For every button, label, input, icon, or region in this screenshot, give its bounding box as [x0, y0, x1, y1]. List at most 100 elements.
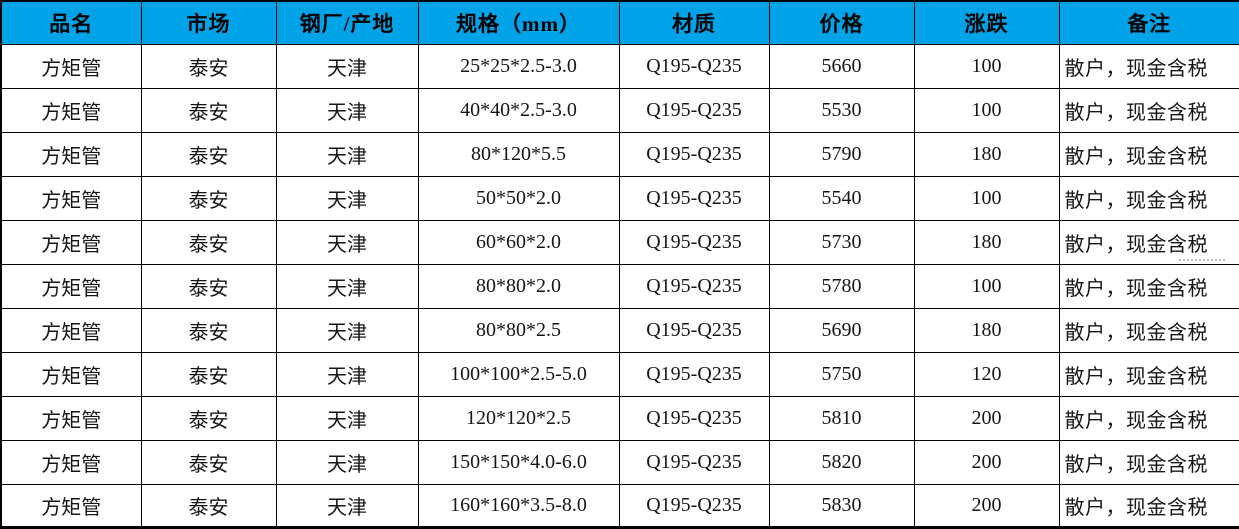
table-cell: 天津 [275, 43, 419, 89]
table-cell: 散户，现金含税 [1058, 87, 1239, 133]
table-cell: Q195-Q235 [618, 439, 770, 485]
table-row: 方矩管 泰安 天津 150*150*4.0-6.0 Q195-Q235 5820 200 散户… [0, 439, 1239, 485]
table-cell: 100 [913, 263, 1060, 309]
table-cell: Q195-Q235 [618, 43, 770, 89]
table-cell: 散户，现金含税 [1058, 131, 1239, 177]
table-cell: 散户，现金含税 [1058, 43, 1239, 89]
table-cell: 泰安 [140, 395, 277, 441]
table-cell: 方矩管 [0, 175, 142, 221]
table-cell: 200 [913, 395, 1060, 441]
table-cell: Q195-Q235 [618, 263, 770, 309]
table-cell: 泰安 [140, 439, 277, 485]
table-cell: 100*100*2.5-5.0 [417, 351, 620, 397]
column-header-2: 钢厂/产地 [275, 0, 419, 45]
table-cell: 5540 [768, 175, 915, 221]
table-cell: 方矩管 [0, 483, 142, 529]
table-cell: 方矩管 [0, 131, 142, 177]
table-cell: 散户，现金含税 [1058, 219, 1239, 265]
table-cell: 80*80*2.0 [417, 263, 620, 309]
table-cell: 散户，现金含税 [1058, 351, 1239, 397]
table-cell: 天津 [275, 351, 419, 397]
table-cell: 泰安 [140, 87, 277, 133]
table-cell: 方矩管 [0, 351, 142, 397]
table-cell: 200 [913, 439, 1060, 485]
table-cell: 泰安 [140, 219, 277, 265]
table-cell: 5730 [768, 219, 915, 265]
table-cell: 5530 [768, 87, 915, 133]
table-cell: 泰安 [140, 307, 277, 353]
table-cell: 5780 [768, 263, 915, 309]
table-cell: 方矩管 [0, 263, 142, 309]
table-row: 方矩管 泰安 天津 25*25*2.5-3.0 Q195-Q235 5660 100 散户，现… [0, 43, 1239, 89]
table-cell: 天津 [275, 307, 419, 353]
table-cell: 泰安 [140, 131, 277, 177]
table-cell: 100 [913, 87, 1060, 133]
table-cell: 天津 [275, 395, 419, 441]
table-cell: 25*25*2.5-3.0 [417, 43, 620, 89]
table-cell: 200 [913, 483, 1060, 529]
table-cell: 天津 [275, 439, 419, 485]
column-header-7: 备注 [1058, 0, 1239, 45]
table-cell: 5820 [768, 439, 915, 485]
table-cell: 80*120*5.5 [417, 131, 620, 177]
table-cell: 5660 [768, 43, 915, 89]
table-cell: 120 [913, 351, 1060, 397]
column-header-0: 品名 [0, 0, 142, 45]
table-cell: 方矩管 [0, 395, 142, 441]
column-header-5: 价格 [768, 0, 915, 45]
column-header-6: 涨跌 [913, 0, 1060, 45]
table-cell: 180 [913, 307, 1060, 353]
table-cell: 5750 [768, 351, 915, 397]
table-header: 品名 市场 钢厂/产地 规格（mm） 材质 价格 涨跌 备注 [0, 0, 1239, 45]
table-cell: Q195-Q235 [618, 219, 770, 265]
table-cell: 散户，现金含税 [1058, 395, 1239, 441]
table-cell: 泰安 [140, 483, 277, 529]
table-body: 方矩管 泰安 天津 25*25*2.5-3.0 Q195-Q235 5660 100 散户，现… [0, 43, 1239, 529]
table-cell: 5690 [768, 307, 915, 353]
table-cell: 60*60*2.0 [417, 219, 620, 265]
table-cell: 天津 [275, 263, 419, 309]
table-cell: 天津 [275, 483, 419, 529]
table-cell: 5830 [768, 483, 915, 529]
table-cell: 50*50*2.0 [417, 175, 620, 221]
table-cell: 散户，现金含税 [1058, 439, 1239, 485]
column-header-4: 材质 [618, 0, 770, 45]
table-row: 方矩管 泰安 天津 80*80*2.5 Q195-Q235 5690 180 散户，现金含税 [0, 307, 1239, 353]
table-cell: Q195-Q235 [618, 483, 770, 529]
column-header-3: 规格（mm） [417, 0, 620, 45]
table-cell: 180 [913, 219, 1060, 265]
table-cell: 5790 [768, 131, 915, 177]
table-cell: 散户，现金含税 [1058, 483, 1239, 529]
table-cell: 天津 [275, 219, 419, 265]
header-row: 品名 市场 钢厂/产地 规格（mm） 材质 价格 涨跌 备注 [0, 0, 1239, 45]
table-cell: 方矩管 [0, 219, 142, 265]
table-cell: 方矩管 [0, 43, 142, 89]
table-cell: 泰安 [140, 175, 277, 221]
table-cell: 100 [913, 43, 1060, 89]
table-cell: 散户，现金含税 [1058, 263, 1239, 309]
table-cell: Q195-Q235 [618, 351, 770, 397]
table-cell: 泰安 [140, 43, 277, 89]
table-row: 方矩管 泰安 天津 40*40*2.5-3.0 Q195-Q235 5530 100 散户，现… [0, 87, 1239, 133]
table-cell: 泰安 [140, 351, 277, 397]
table-row: 方矩管 泰安 天津 120*120*2.5 Q195-Q235 5810 200 散户，现金含… [0, 395, 1239, 441]
table-row: 方矩管 泰安 天津 100*100*2.5-5.0 Q195-Q235 5750 120 散户… [0, 351, 1239, 397]
table-cell: 150*150*4.0-6.0 [417, 439, 620, 485]
table-cell: 5810 [768, 395, 915, 441]
table-cell: 40*40*2.5-3.0 [417, 87, 620, 133]
table-cell: 120*120*2.5 [417, 395, 620, 441]
column-header-1: 市场 [140, 0, 277, 45]
table-cell: Q195-Q235 [618, 87, 770, 133]
table-cell: 方矩管 [0, 307, 142, 353]
table-cell: 100 [913, 175, 1060, 221]
table-cell: 天津 [275, 87, 419, 133]
table-cell: 散户，现金含税 [1058, 307, 1239, 353]
table-cell: Q195-Q235 [618, 395, 770, 441]
table-cell: 散户，现金含税 [1058, 175, 1239, 221]
table-cell: 天津 [275, 131, 419, 177]
table-cell: Q195-Q235 [618, 131, 770, 177]
table-cell: 180 [913, 131, 1060, 177]
table-cell: 天津 [275, 175, 419, 221]
